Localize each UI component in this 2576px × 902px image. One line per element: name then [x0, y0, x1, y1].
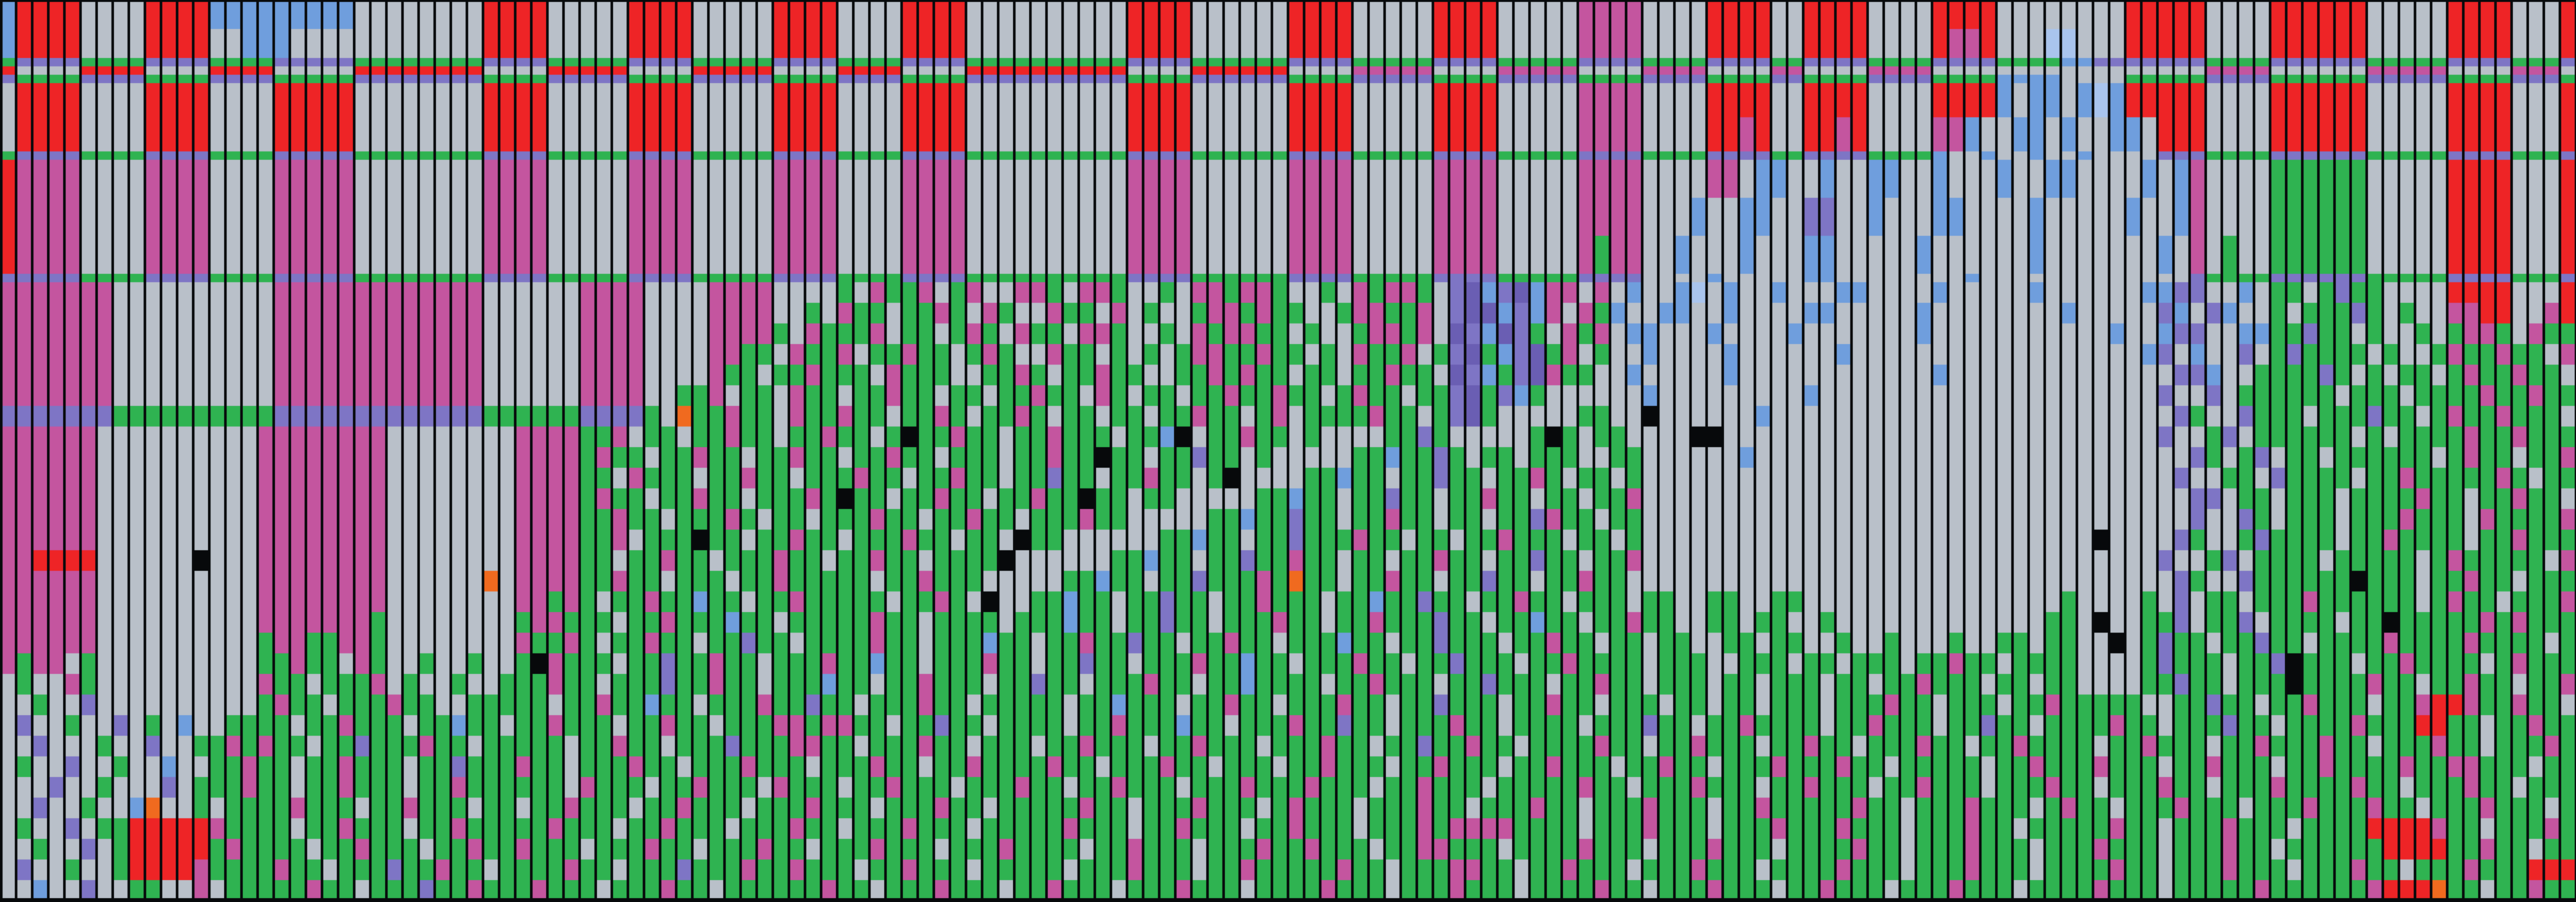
pixel-mountain-artwork — [0, 0, 2576, 902]
mountain-mosaic-canvas — [0, 0, 2576, 902]
